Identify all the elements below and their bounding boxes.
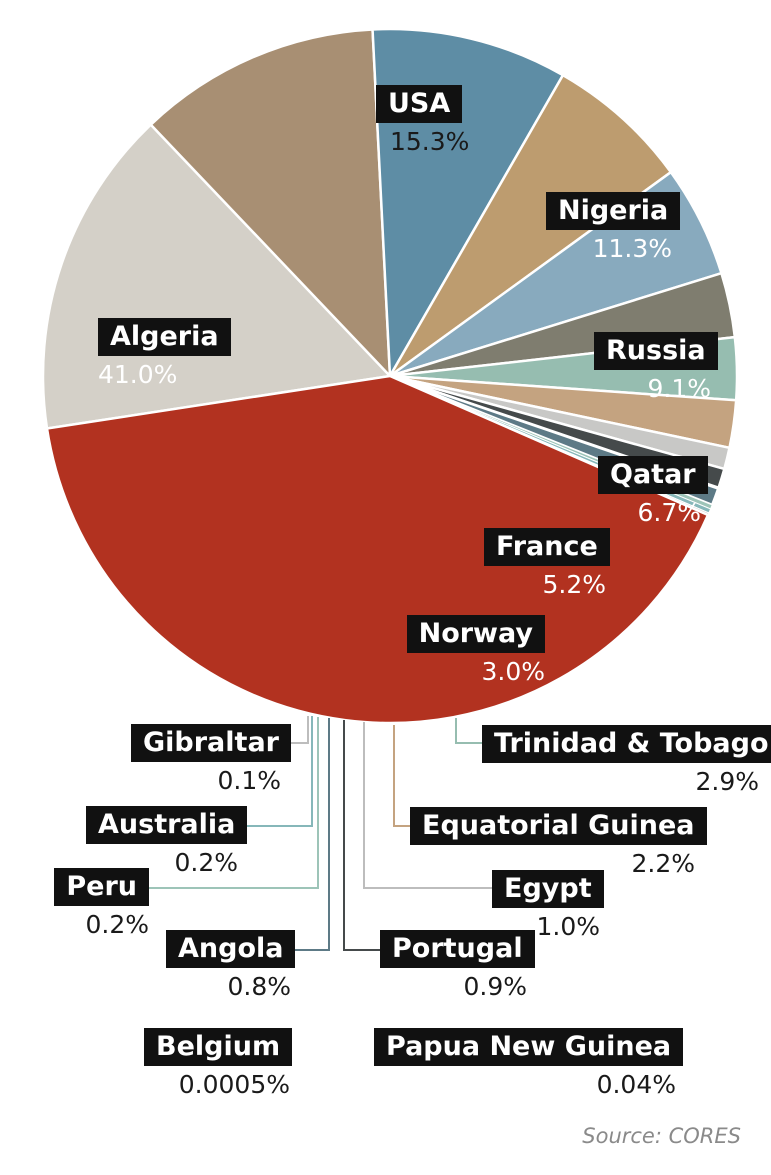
slice-value-norway: 3.0% [481,657,545,686]
slice-value-trinidad-and-tobago: 2.9% [695,767,759,796]
leader-line-angola [290,718,330,951]
leader-line-australia [238,716,313,827]
slice-label-france: France 5.2% [484,528,610,600]
slice-value-gibraltar: 0.1% [217,766,281,795]
slice-name-portugal: Portugal [380,930,535,968]
leader-line-trinidad-and-tobago [455,718,482,744]
slice-label-angola: Angola 0.8% [166,930,296,1002]
slice-name-equatorial-guinea: Equatorial Guinea [410,807,707,845]
slice-label-russia: Russia 9.1% [594,332,718,404]
slice-value-angola: 0.8% [227,972,291,1001]
slice-value-usa: 15.3% [390,127,470,156]
slice-name-usa: USA [376,85,463,123]
slice-name-russia: Russia [594,332,718,370]
slice-label-algeria: Algeria 41.0% [98,318,231,390]
slice-name-norway: Norway [406,615,545,653]
slice-name-australia: Australia [86,806,248,844]
slice-name-belgium: Belgium [144,1028,293,1066]
slice-label-australia: Australia 0.2% [86,806,248,878]
slice-name-peru: Peru [54,868,149,906]
slice-label-gibraltar: Gibraltar 0.1% [131,724,291,796]
slice-name-algeria: Algeria [98,318,231,356]
source-note: Source: CORES [582,1124,741,1148]
slice-label-norway: Norway 3.0% [404,615,545,687]
slice-label-belgium: Belgium 0.0005% [144,1028,293,1100]
slice-label-egypt: Egypt 1.0% [492,870,604,942]
slice-label-qatar: Qatar 6.7% [598,456,708,528]
slice-value-equatorial-guinea: 2.2% [631,849,695,878]
slice-value-australia: 0.2% [174,848,238,877]
slice-label-trinidad-and-tobago: Trinidad & Tobago 2.9% [482,725,771,797]
slice-value-belgium: 0.0005% [178,1070,290,1099]
slice-label-portugal: Portugal 0.9% [380,930,535,1002]
slice-label-peru: Peru 0.2% [52,868,149,940]
leader-line-equatorial-guinea [393,725,410,827]
slice-label-nigeria: Nigeria 11.3% [546,192,681,264]
slice-value-nigeria: 11.3% [592,234,672,263]
slice-name-angola: Angola [166,930,296,968]
slice-name-papua-new-guinea: Papua New Guinea [374,1028,684,1066]
slice-value-peru: 0.2% [85,910,149,939]
slice-value-france: 5.2% [542,570,606,599]
slice-value-qatar: 6.7% [637,498,701,527]
leader-line-portugal [343,720,380,951]
slice-value-portugal: 0.9% [463,972,527,1001]
leader-line-egypt [363,722,492,889]
slice-name-nigeria: Nigeria [546,192,681,230]
slice-value-papua-new-guinea: 0.04% [596,1070,676,1099]
slice-name-trinidad-and-tobago: Trinidad & Tobago [482,725,771,763]
slice-name-egypt: Egypt [492,870,604,908]
slice-label-papua-new-guinea: Papua New Guinea 0.04% [374,1028,684,1100]
slice-name-gibraltar: Gibraltar [131,724,291,762]
slice-name-france: France [484,528,610,566]
slice-value-egypt: 1.0% [536,912,600,941]
slice-value-algeria: 41.0% [98,360,178,389]
slice-name-qatar: Qatar [598,456,708,494]
pie-slice-qatar [388,73,673,378]
slice-value-russia: 9.1% [647,374,711,403]
pie-slice-nigeria [149,28,392,378]
slice-label-equatorial-guinea: Equatorial Guinea 2.2% [410,807,707,879]
leader-line-peru [148,717,319,889]
slice-label-usa: USA 15.3% [376,85,469,157]
